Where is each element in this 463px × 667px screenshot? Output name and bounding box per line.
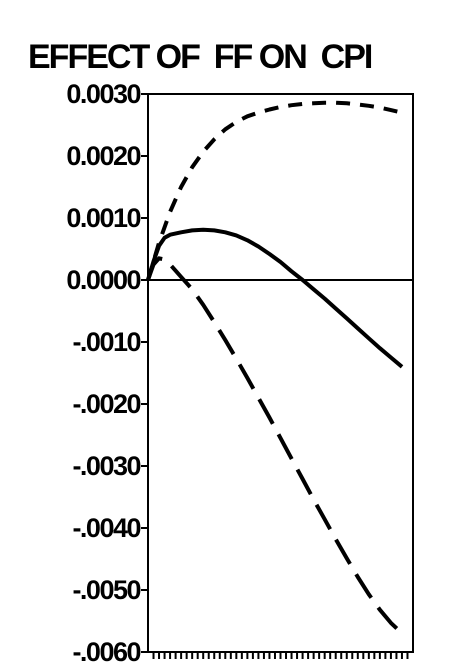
y-tick-label: -.0060: [72, 637, 140, 667]
series-group: [146, 100, 404, 635]
x-axis: 830: [152, 652, 409, 659]
y-tick-label: -.0010: [72, 327, 140, 357]
y-tick-label: 0.0030: [66, 79, 140, 109]
y-axis: 0.0030 0.0020 0.0010 0.0000 -.0010 -.0020 -.00…: [66, 79, 148, 667]
series-line-dashed-long: [146, 256, 404, 635]
y-tick-label: 0.0020: [66, 141, 140, 171]
y-tick-label: 0.0000: [66, 265, 140, 295]
series-line-dashed-short: [146, 100, 403, 281]
plot-frame: [147, 93, 414, 653]
series-line-solid: [146, 227, 404, 369]
chart-title: EFFECT OF FF ON CPI: [28, 38, 372, 76]
y-tick-label: -.0040: [72, 513, 140, 543]
y-tick-label: -.0050: [72, 575, 140, 605]
y-tick-label: 0.0010: [66, 203, 140, 233]
y-tick-label: -.0030: [72, 451, 140, 481]
y-tick-label: -.0020: [72, 389, 140, 419]
